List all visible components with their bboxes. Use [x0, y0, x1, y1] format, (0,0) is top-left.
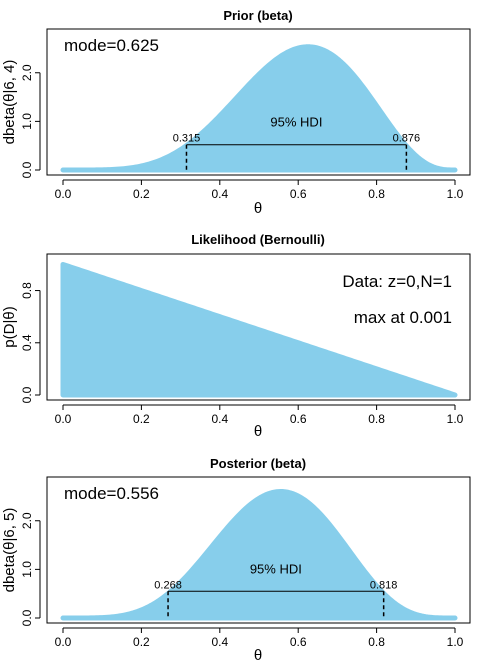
likelihood-y-axis: 0.0 0.4 0.8	[20, 282, 41, 403]
prior-hdi-low-label: 0.315	[173, 133, 201, 145]
prior-hdi: 95% HDI 0.315 0.876	[173, 115, 420, 170]
prior-x-tick-label: 0.4	[211, 187, 228, 201]
posterior-x-tick-label: 0.0	[55, 635, 72, 649]
prior-x-tick-label: 0.8	[368, 187, 385, 201]
likelihood-y-tick-label: 0.8	[20, 282, 34, 299]
posterior-x-tick-label: 0.6	[290, 635, 307, 649]
prior-density-area	[60, 44, 458, 173]
prior-hdi-high-label: 0.876	[393, 133, 421, 145]
posterior-plot-frame	[46, 476, 471, 624]
likelihood-y-tick-label: 0.0	[20, 386, 34, 403]
posterior-mode-text: mode=0.556	[64, 484, 159, 503]
prior-y-axis: 0.0 1.0 2.0	[20, 64, 41, 178]
prior-x-tick-label: 0.2	[133, 187, 150, 201]
likelihood-x-tick-label: 0.0	[55, 412, 72, 426]
posterior-title: Posterior (beta)	[210, 456, 306, 471]
likelihood-x-tick-label: 0.8	[368, 412, 385, 426]
posterior-x-tick-label: 0.2	[133, 635, 150, 649]
prior-y-axis-label: dbeta(θ|6, 4)	[1, 60, 18, 145]
prior-y-tick-label: 0.0	[20, 161, 34, 178]
posterior-density-area	[60, 489, 458, 621]
prior-x-axis: 0.0 0.2 0.4 0.6 0.8 1.0	[55, 179, 464, 201]
likelihood-area	[60, 261, 458, 398]
posterior-y-tick-label: 0.0	[20, 609, 34, 626]
likelihood-x-tick-label: 0.6	[290, 412, 307, 426]
likelihood-max-annotation: max at 0.001	[354, 308, 452, 327]
prior-mode-text: mode=0.625	[64, 36, 159, 55]
panel-likelihood: Likelihood (Bernoulli) Data: z=0,N=1 max…	[1, 232, 471, 440]
likelihood-data-annotation: Data: z=0,N=1	[342, 272, 452, 291]
likelihood-title: Likelihood (Bernoulli)	[191, 232, 325, 247]
posterior-y-axis-label: dbeta(θ|6, 5)	[1, 508, 18, 593]
posterior-y-tick-label: 2.0	[20, 512, 34, 529]
prior-x-axis-label: θ	[254, 200, 262, 217]
posterior-y-tick-label: 1.0	[20, 561, 34, 578]
panel-prior: Prior (beta) 95% HDI 0.315 0.876 mode=0.62…	[1, 8, 471, 217]
prior-plot-frame	[46, 28, 471, 176]
posterior-x-tick-label: 1.0	[447, 635, 464, 649]
likelihood-x-tick-label: 0.4	[211, 412, 228, 426]
posterior-x-axis: 0.0 0.2 0.4 0.6 0.8 1.0	[55, 627, 464, 649]
prior-x-tick-label: 0.6	[290, 187, 307, 201]
prior-x-tick-label: 1.0	[447, 187, 464, 201]
posterior-hdi: 95% HDI 0.268 0.818	[154, 561, 397, 618]
posterior-hdi-low-label: 0.268	[154, 579, 182, 591]
likelihood-x-axis: 0.0 0.2 0.4 0.6 0.8 1.0	[55, 404, 464, 426]
posterior-y-axis: 0.0 1.0 2.0	[20, 512, 41, 626]
posterior-x-tick-label: 0.4	[211, 635, 228, 649]
likelihood-plot-frame	[46, 253, 471, 401]
likelihood-x-tick-label: 0.2	[133, 412, 150, 426]
likelihood-x-axis-label: θ	[254, 423, 262, 440]
prior-hdi-label: 95% HDI	[270, 115, 322, 130]
likelihood-y-axis-label: p(D|θ)	[1, 306, 18, 347]
prior-y-tick-label: 2.0	[20, 64, 34, 81]
prior-title: Prior (beta)	[223, 8, 292, 23]
prior-y-tick-label: 1.0	[20, 113, 34, 130]
likelihood-y-tick-label: 0.4	[20, 334, 34, 351]
prior-x-tick-label: 0.0	[55, 187, 72, 201]
posterior-hdi-label: 95% HDI	[250, 561, 302, 576]
panel-posterior: Posterior (beta) 95% HDI 0.268 0.818 mode=…	[1, 456, 471, 664]
posterior-x-tick-label: 0.8	[368, 635, 385, 649]
likelihood-x-tick-label: 1.0	[447, 412, 464, 426]
posterior-x-axis-label: θ	[254, 647, 262, 664]
posterior-hdi-high-label: 0.818	[370, 579, 398, 591]
